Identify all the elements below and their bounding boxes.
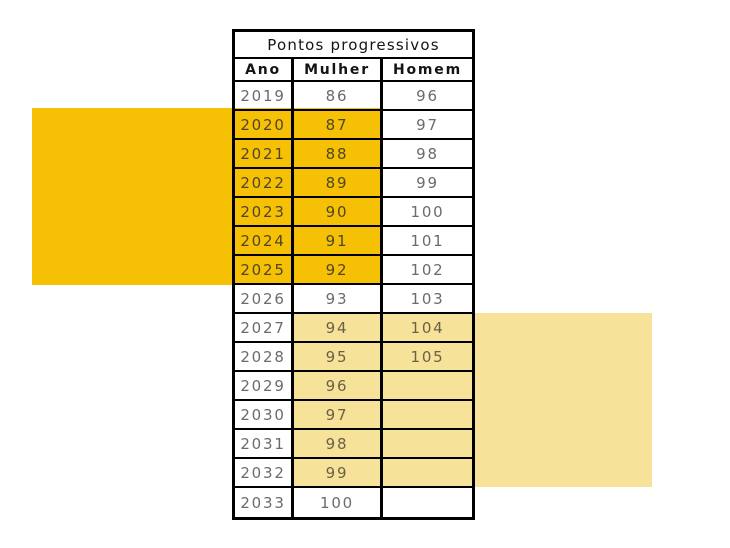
table-title: Pontos progressivos (235, 32, 472, 59)
mulher-value-cell: 86 (294, 82, 383, 111)
year-cell: 2026 (235, 285, 294, 314)
year-cell: 2020 (235, 111, 294, 140)
mulher-value-cell: 100 (294, 488, 383, 517)
header-cell-homem: Homem (383, 59, 472, 82)
homem-value-cell (383, 372, 472, 401)
mulher-value-cell: 89 (294, 169, 383, 198)
year-cell: 2032 (235, 459, 294, 488)
mulher-value-cell: 90 (294, 198, 383, 227)
mulher-value-cell: 87 (294, 111, 383, 140)
year-cell: 2022 (235, 169, 294, 198)
points-table: Pontos progressivos Ano Mulher Homem 2019 86… (232, 29, 475, 520)
mulher-value-cell: 98 (294, 430, 383, 459)
header-cell-ano: Ano (235, 59, 294, 82)
mulher-value-cell: 99 (294, 459, 383, 488)
mulher-value-cell: 97 (294, 401, 383, 430)
year-cell: 2028 (235, 343, 294, 372)
mulher-value-cell: 96 (294, 372, 383, 401)
mulher-value-cell: 92 (294, 256, 383, 285)
homem-value-cell (383, 430, 472, 459)
mulher-value-cell: 94 (294, 314, 383, 343)
homem-value-cell: 97 (383, 111, 472, 140)
homem-value-cell: 100 (383, 198, 472, 227)
year-cell: 2027 (235, 314, 294, 343)
year-cell: 2033 (235, 488, 294, 517)
homem-value-cell: 105 (383, 343, 472, 372)
homem-value-cell: 96 (383, 82, 472, 111)
year-cell: 2031 (235, 430, 294, 459)
mulher-value-cell: 93 (294, 285, 383, 314)
year-cell: 2029 (235, 372, 294, 401)
year-cell: 2025 (235, 256, 294, 285)
mulher-value-cell: 91 (294, 227, 383, 256)
homem-value-cell: 103 (383, 285, 472, 314)
year-cell: 2023 (235, 198, 294, 227)
year-cell: 2021 (235, 140, 294, 169)
homem-value-cell: 99 (383, 169, 472, 198)
year-cell: 2024 (235, 227, 294, 256)
homem-value-cell: 101 (383, 227, 472, 256)
year-cell: 2019 (235, 82, 294, 111)
homem-value-cell: 102 (383, 256, 472, 285)
year-cell: 2030 (235, 401, 294, 430)
mulher-value-cell: 88 (294, 140, 383, 169)
homem-value-cell: 98 (383, 140, 472, 169)
homem-value-cell (383, 459, 472, 488)
mulher-value-cell: 95 (294, 343, 383, 372)
homem-value-cell (383, 401, 472, 430)
header-cell-mulher: Mulher (294, 59, 383, 82)
homem-value-cell: 104 (383, 314, 472, 343)
homem-value-cell (383, 488, 472, 517)
